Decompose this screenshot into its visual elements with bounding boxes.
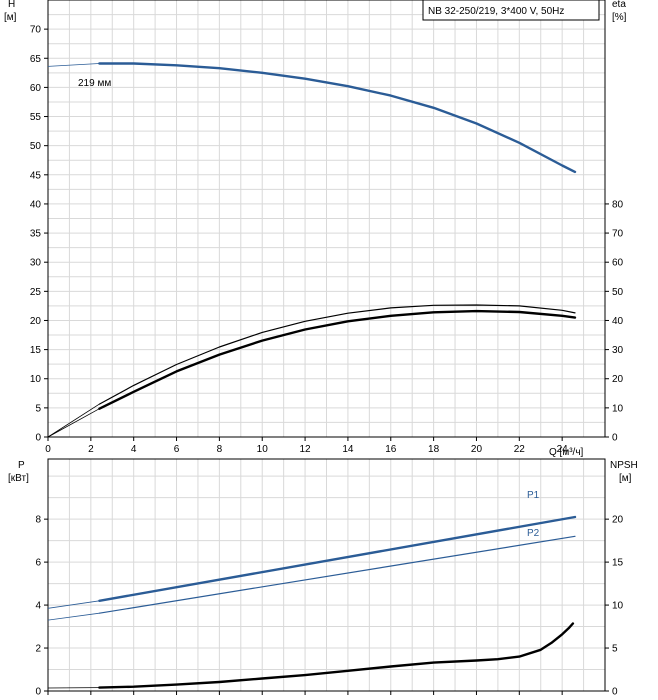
p1-curve-label: P1 (527, 490, 540, 501)
x-tick-label: 10 (257, 444, 269, 455)
x-tick-label: 22 (514, 444, 526, 455)
x-tick-label: 6 (174, 444, 180, 455)
right-tick-label: 10 (612, 601, 624, 612)
eta-axis-unit: [%] (612, 12, 627, 23)
left-tick-label: 65 (30, 54, 42, 65)
p-axis-label: P (18, 460, 25, 471)
right-tick-label: 15 (612, 558, 624, 569)
npsh-axis-unit: [м] (619, 473, 632, 484)
series-line-extension (47, 612, 100, 621)
series-line (98, 304, 576, 405)
upper-ticks: 0510152025303540455055606570010203040506… (30, 25, 624, 455)
upper-grid (48, 0, 605, 437)
series-line-extension (47, 403, 100, 438)
series-line (98, 622, 575, 689)
eta-axis-label: eta (612, 0, 626, 10)
series-line (98, 309, 577, 410)
left-tick-label: 40 (30, 199, 42, 210)
npsh-axis-label: NPSH (610, 460, 638, 471)
right-tick-label: 50 (612, 287, 624, 298)
left-tick-label: 50 (30, 141, 42, 152)
h-axis-unit: [м] (4, 12, 17, 23)
left-tick-label: 30 (30, 258, 42, 269)
lower-ticks: 0 2 4 6 8 0 5 10 15 20 (35, 515, 623, 698)
right-tick-label: 20 (612, 374, 624, 385)
x-tick-label: 2 (88, 444, 94, 455)
left-tick-label: 2 (35, 644, 41, 655)
right-tick-label: 10 (612, 403, 624, 414)
lower-series (47, 515, 577, 689)
p2-curve-label: P2 (527, 528, 540, 539)
left-tick-label: 8 (35, 515, 41, 526)
x-tick-label: 4 (131, 444, 137, 455)
right-tick-label: 5 (612, 644, 618, 655)
left-tick-label: 55 (30, 112, 42, 123)
left-tick-label: 6 (35, 558, 41, 569)
left-tick-label: 45 (30, 170, 42, 181)
series-line (98, 515, 577, 602)
lower-grid (48, 459, 605, 691)
right-tick-label: 80 (612, 199, 624, 210)
left-tick-label: 60 (30, 83, 42, 94)
x-tick-label: 12 (300, 444, 312, 455)
x-tick-label: 14 (342, 444, 354, 455)
right-tick-label: 30 (612, 345, 624, 356)
left-tick-label: 0 (35, 687, 41, 698)
lower-chart: 0 2 4 6 8 0 5 10 15 20 P [кВт] NPSH [м] P1 P2 (8, 458, 638, 698)
series-line-extension (47, 408, 100, 438)
series-line (98, 62, 577, 174)
right-tick-label: 40 (612, 316, 624, 327)
right-tick-label: 20 (612, 515, 624, 526)
left-tick-label: 5 (35, 403, 41, 414)
right-tick-label: 70 (612, 229, 624, 240)
right-tick-label: 60 (612, 258, 624, 269)
x-tick-label: 20 (471, 444, 483, 455)
x-tick-label: 0 (45, 444, 51, 455)
right-tick-label: 0 (612, 687, 618, 698)
series-line-extension (47, 600, 100, 609)
left-tick-label: 0 (35, 433, 41, 444)
left-tick-label: 4 (35, 601, 41, 612)
series-line (98, 535, 576, 614)
right-tick-label: 0 (612, 433, 618, 444)
x-tick-label: 16 (385, 444, 397, 455)
upper-series (47, 62, 577, 438)
left-tick-label: 70 (30, 25, 42, 36)
h-axis-label: H (8, 0, 15, 10)
p-axis-unit: [кВт] (8, 473, 29, 484)
lower-plot-frame (47, 458, 606, 692)
left-tick-label: 25 (30, 287, 42, 298)
x-tick-label: 8 (217, 444, 223, 455)
upper-chart: 0510152025303540455055606570010203040506… (4, 0, 627, 458)
left-tick-label: 35 (30, 229, 42, 240)
series-line-extension (47, 63, 100, 67)
left-tick-label: 15 (30, 345, 42, 356)
impeller-diameter-label: 219 мм (78, 78, 111, 89)
left-tick-label: 10 (30, 374, 42, 385)
x-tick-label: 24 (557, 444, 569, 455)
upper-plot-frame (47, 0, 606, 438)
chart-title-box (422, 0, 600, 21)
x-tick-label: 18 (428, 444, 440, 455)
chart-title: NB 32-250/219, 3*400 V, 50Hz (428, 6, 564, 17)
q-axis-label: Q [м³/ч] (549, 447, 584, 458)
left-tick-label: 20 (30, 316, 42, 327)
